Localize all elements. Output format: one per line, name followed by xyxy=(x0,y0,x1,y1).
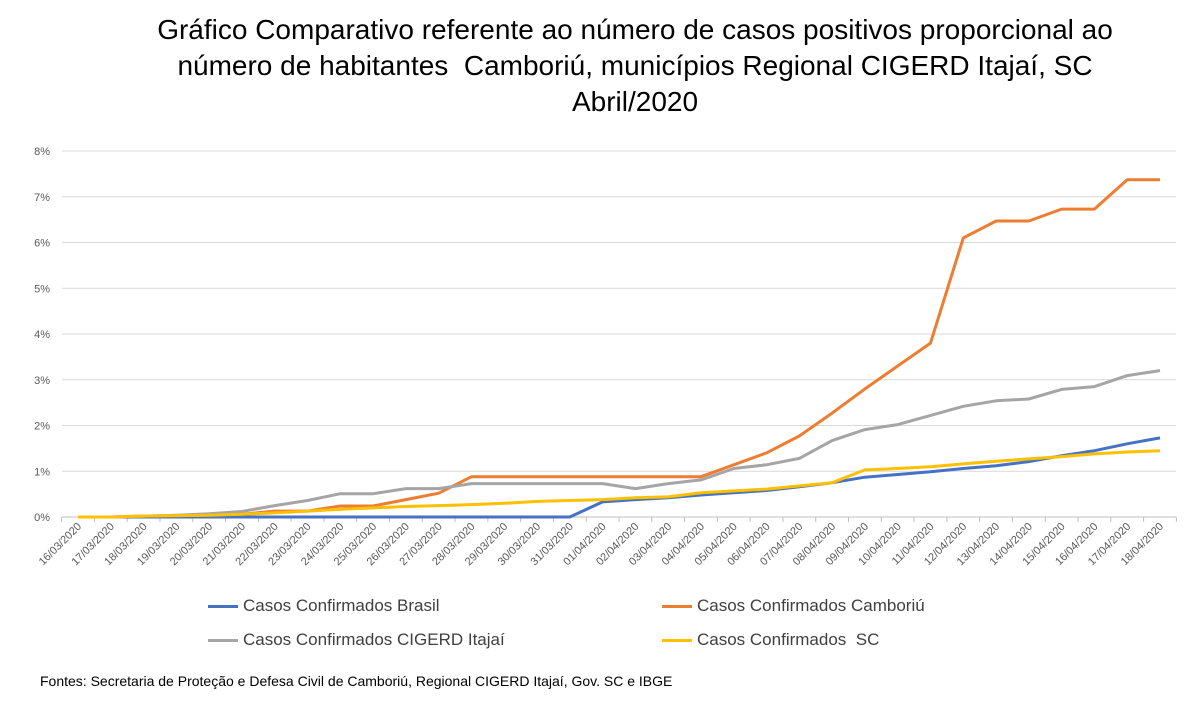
legend-item-brasil: Casos Confirmados Brasil xyxy=(208,596,440,616)
series-line xyxy=(78,436,1161,519)
legend-swatch xyxy=(662,604,692,608)
legend-item-cigerd: Casos Confirmados CIGERD Itajaí xyxy=(208,630,505,650)
source-note: Fontes: Secretaria de Proteção e Defesa … xyxy=(40,673,673,689)
y-tick-label: 7% xyxy=(34,192,50,204)
series-line xyxy=(78,449,1161,519)
legend-label: Casos Confirmados CIGERD Itajaí xyxy=(243,630,505,649)
y-tick-label: 0% xyxy=(34,512,50,524)
legend-label: Casos Confirmados Camboriú xyxy=(697,596,925,615)
legend-label: Casos Confirmados Brasil xyxy=(243,596,440,615)
legend-label: Casos Confirmados SC xyxy=(697,630,880,649)
title-line: Gráfico Comparativo referente ao número … xyxy=(157,14,1113,45)
series-line xyxy=(78,369,1161,519)
title-line: Abril/2020 xyxy=(571,86,699,117)
title-line: número de habitantes Camboriú, município… xyxy=(177,50,1093,81)
y-tick-label: 2% xyxy=(34,421,50,433)
legend-swatch xyxy=(208,604,238,608)
y-tick-label: 1% xyxy=(34,466,50,478)
legend-item-sc: Casos Confirmados SC xyxy=(662,630,879,650)
legend-swatch xyxy=(662,638,692,642)
y-tick-label: 3% xyxy=(34,375,50,387)
y-tick-label: 8% xyxy=(34,146,50,158)
y-tick-label: 5% xyxy=(34,283,50,295)
legend-swatch xyxy=(208,638,238,642)
y-tick-label: 4% xyxy=(34,329,50,341)
y-tick-label: 6% xyxy=(34,238,50,250)
chart-title: Gráfico Comparativo referente ao número … xyxy=(60,12,1202,120)
legend-item-camboriu: Casos Confirmados Camboriú xyxy=(662,596,925,616)
